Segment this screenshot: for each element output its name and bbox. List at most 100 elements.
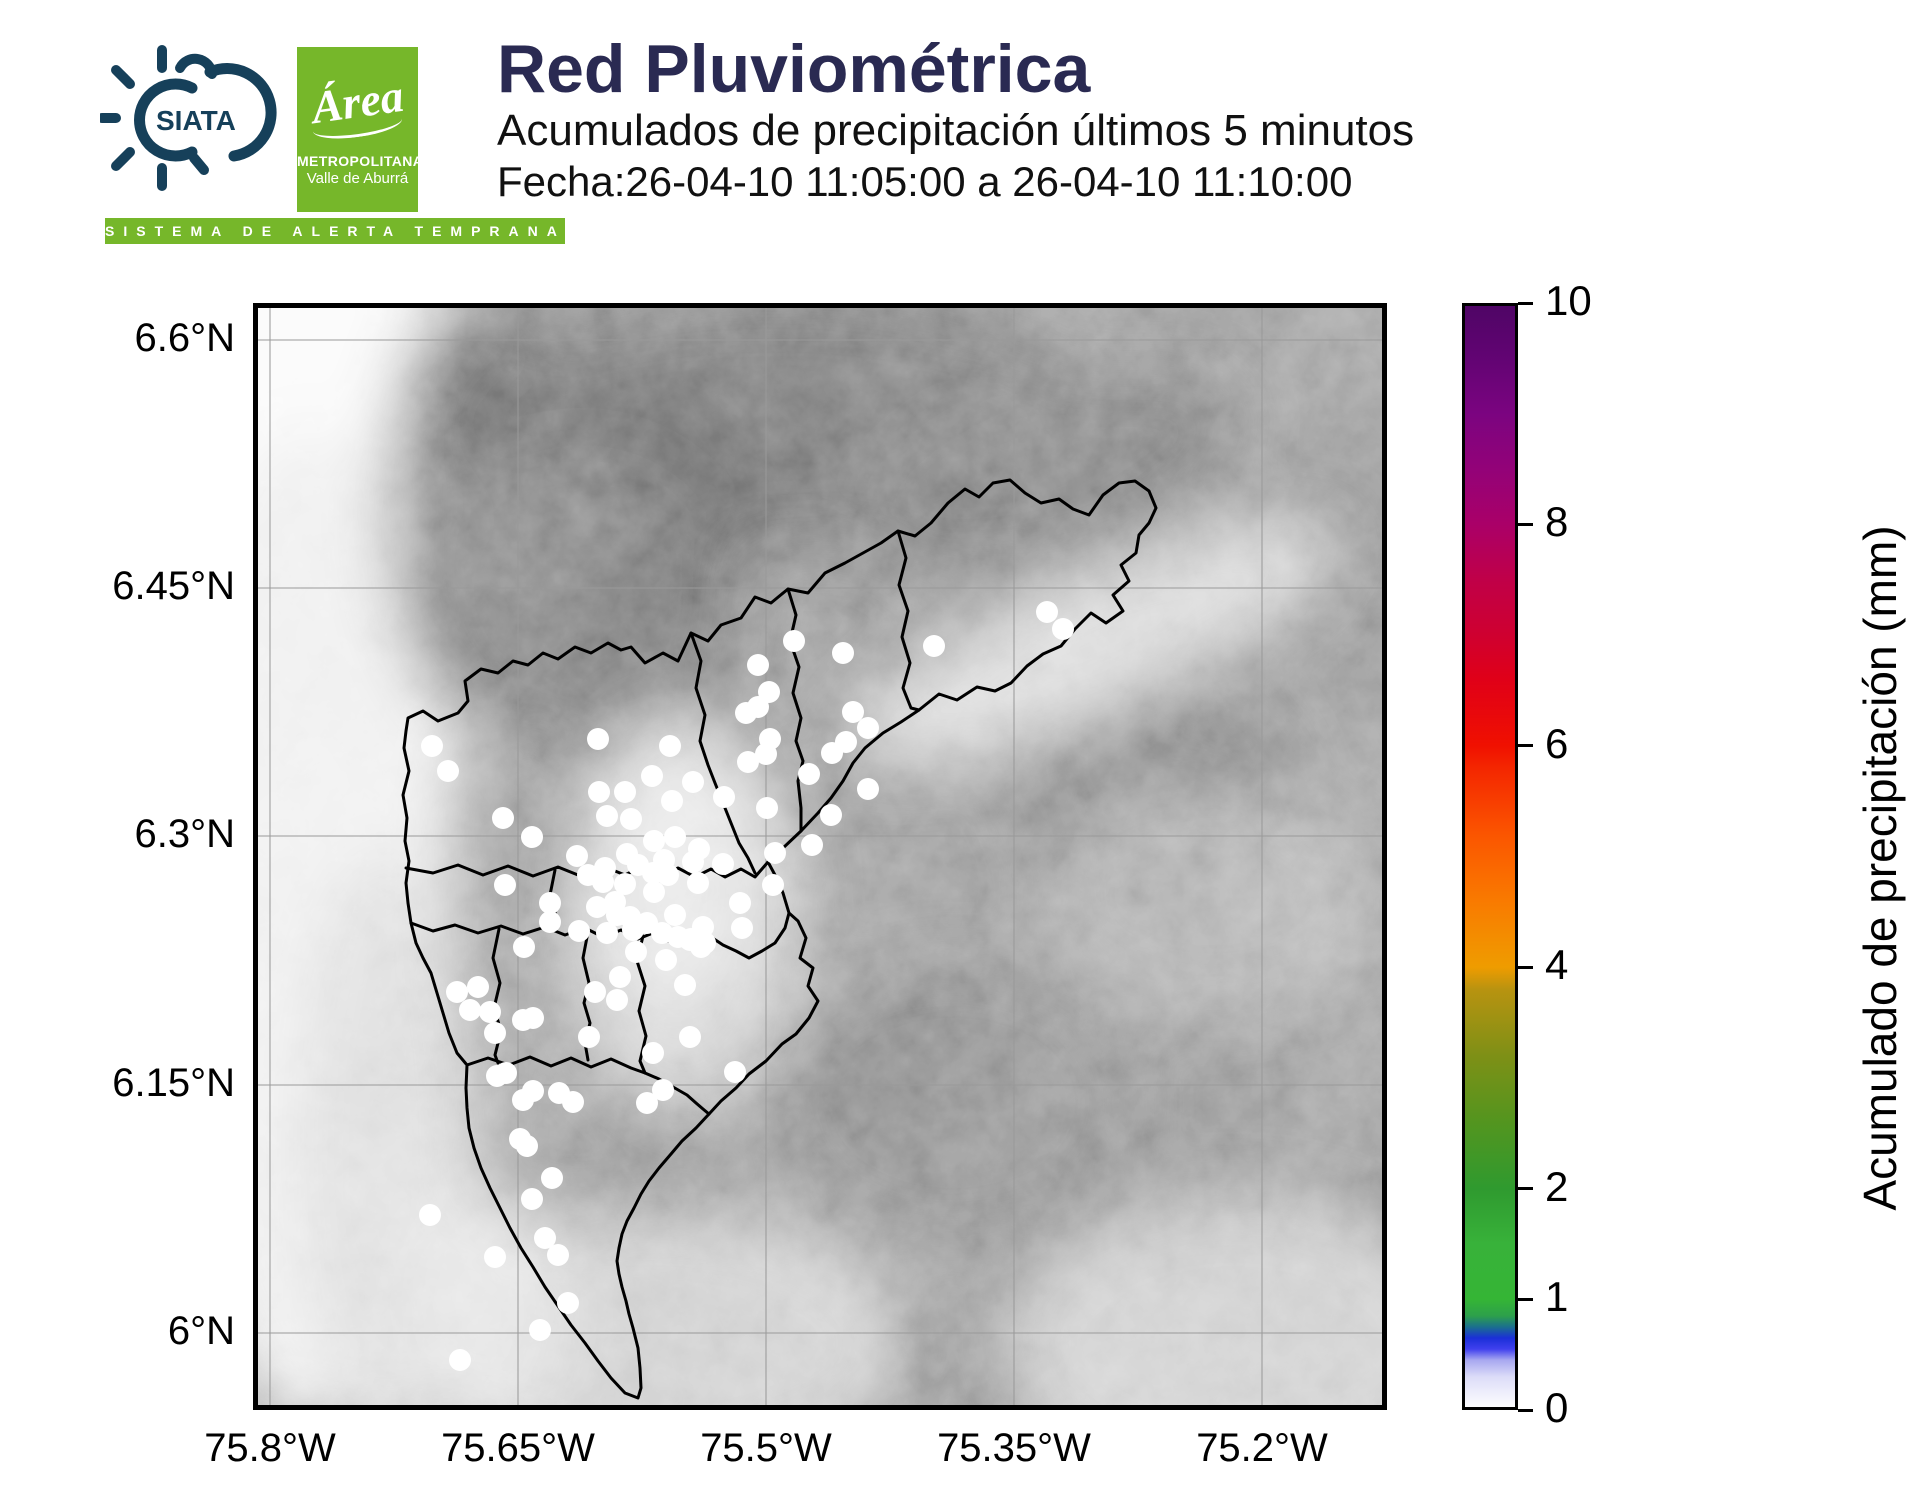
station-dot xyxy=(820,804,842,826)
station-dot xyxy=(479,1001,501,1023)
station-dot xyxy=(664,826,686,848)
x-axis-tick-label: 75.8°W xyxy=(204,1426,336,1470)
x-axis-tick-label: 75.35°W xyxy=(937,1426,1091,1470)
station-dot xyxy=(609,966,631,988)
station-dots xyxy=(419,601,1074,1371)
station-dot xyxy=(712,853,734,875)
station-dot xyxy=(764,842,786,864)
station-dot xyxy=(513,936,535,958)
colorbar-tick-label: 2 xyxy=(1545,1162,1569,1210)
station-dot xyxy=(636,1092,658,1114)
station-dot xyxy=(421,735,443,757)
station-dot xyxy=(614,781,636,803)
station-dot xyxy=(577,864,599,886)
colorbar xyxy=(1462,303,1518,1410)
colorbar-tick-label: 10 xyxy=(1545,277,1592,324)
station-dot xyxy=(636,912,658,934)
station-dot xyxy=(798,763,820,785)
station-dot xyxy=(759,728,781,750)
station-dot xyxy=(568,920,590,942)
station-dot xyxy=(682,851,704,873)
x-axis-tick-label: 75.5°W xyxy=(700,1426,832,1470)
station-dot xyxy=(729,892,751,914)
station-dot xyxy=(562,1091,584,1113)
colorbar-tick-mark xyxy=(1518,965,1533,969)
station-dot xyxy=(437,760,459,782)
station-dot xyxy=(547,1244,569,1266)
colorbar-tick-mark xyxy=(1518,522,1533,526)
municipality-boundary xyxy=(465,1055,711,1116)
station-dot xyxy=(484,1022,506,1044)
station-dot xyxy=(674,974,696,996)
y-axis-tick-label: 6.6°N xyxy=(134,316,236,360)
station-dot xyxy=(419,1204,441,1226)
municipality-boundary xyxy=(409,911,791,960)
colorbar-tick-mark xyxy=(1518,1408,1533,1412)
station-dot xyxy=(731,917,753,939)
station-dot xyxy=(512,1089,534,1111)
station-dot xyxy=(467,976,489,998)
municipality-boundary xyxy=(401,478,1158,1400)
station-dot xyxy=(747,654,769,676)
station-dot xyxy=(557,1292,579,1314)
colorbar-axis-label: Acumulado de precipitación (mm) xyxy=(1854,525,1906,1211)
station-dot xyxy=(539,911,561,933)
area-logo-valle: Valle de Aburrá xyxy=(306,170,409,187)
sun-arc-icon xyxy=(134,78,198,162)
station-dot xyxy=(584,981,606,1003)
station-dot xyxy=(459,999,481,1021)
station-dot xyxy=(923,635,945,657)
siata-logo-text: SIATA xyxy=(156,105,236,136)
page-subtitle: Acumulados de precipitación últimos 5 mi… xyxy=(497,106,1415,155)
station-dot xyxy=(762,874,784,896)
y-axis-tick-label: 6.3°N xyxy=(134,812,236,856)
colorbar-tick-label: 6 xyxy=(1545,719,1569,767)
station-dot xyxy=(534,1227,556,1249)
colorbar-tick-mark xyxy=(1518,1297,1533,1301)
area-logo-metropolitana: METROPOLITANA xyxy=(297,153,418,169)
station-dot xyxy=(655,949,677,971)
colorbar-tick-label: 0 xyxy=(1545,1384,1569,1431)
station-dot xyxy=(516,1135,538,1157)
station-dot xyxy=(643,881,665,903)
station-dot xyxy=(1036,601,1058,623)
station-dot xyxy=(664,904,686,926)
station-dot xyxy=(687,872,709,894)
cloud-bump-icon xyxy=(175,53,217,79)
cloud-icon xyxy=(204,63,277,162)
date-range: Fecha:26-04-10 11:05:00 a 26-04-10 11:10… xyxy=(497,158,1353,205)
sun-rays-icon xyxy=(100,45,209,191)
station-dot xyxy=(484,1246,506,1268)
page-title: Red Pluviométrica xyxy=(497,31,1091,107)
colorbar-tick-label: 8 xyxy=(1545,498,1569,546)
station-dot xyxy=(596,922,618,944)
station-dot xyxy=(596,805,618,827)
station-dot xyxy=(641,765,663,787)
station-dot xyxy=(587,728,609,750)
station-dot xyxy=(857,778,879,800)
station-dot xyxy=(614,873,636,895)
station-dot xyxy=(521,1188,543,1210)
colorbar-tick-mark xyxy=(1518,744,1533,748)
station-dot xyxy=(494,874,516,896)
station-dot xyxy=(539,892,561,914)
station-dot xyxy=(657,864,679,886)
station-dot xyxy=(604,891,626,913)
siata-logo: SIATA xyxy=(100,45,277,191)
station-dot xyxy=(756,797,778,819)
area-metropolitana-logo: Área METROPOLITANA Valle de Aburrá xyxy=(297,47,418,212)
map-frame xyxy=(253,303,1387,1410)
station-dot xyxy=(620,808,642,830)
station-dot xyxy=(679,1026,701,1048)
terrain xyxy=(253,303,1387,1410)
station-dot xyxy=(652,1079,674,1101)
colorbar-gradient xyxy=(1462,303,1518,1410)
station-dot xyxy=(642,1042,664,1064)
station-dot xyxy=(842,701,864,723)
station-dot xyxy=(566,845,588,867)
station-dot xyxy=(625,941,647,963)
x-axis-tick-label: 75.65°W xyxy=(441,1426,595,1470)
station-dot xyxy=(737,751,759,773)
colorbar-tick-mark xyxy=(1518,301,1533,305)
